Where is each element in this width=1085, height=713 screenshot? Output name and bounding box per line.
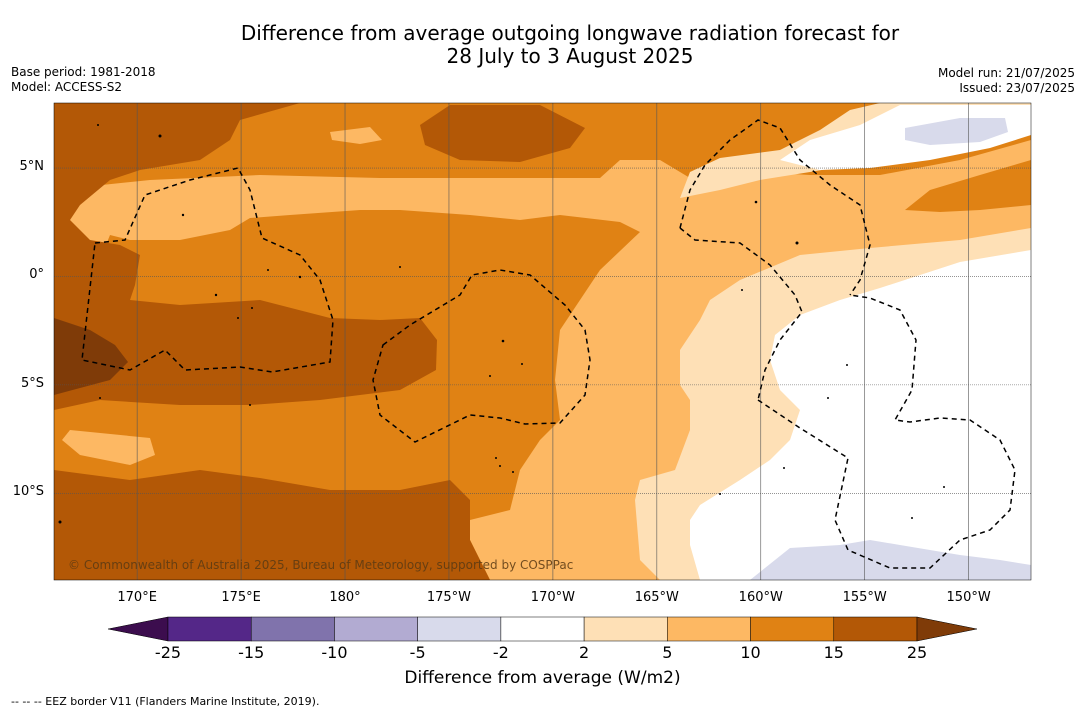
- gridlines: [54, 103, 1031, 580]
- field-15-25-northwest: [54, 103, 437, 410]
- eez-tokelau: [372, 269, 591, 443]
- lat-tick-label: 0°: [29, 267, 44, 283]
- colorbar-tick-label: -25: [154, 643, 182, 662]
- colorbar-segment: [833, 616, 918, 642]
- colorbar-tick-label: -5: [409, 643, 426, 662]
- model-run-date: Model run: 21/07/2025: [937, 66, 1075, 80]
- field-10-15: [54, 103, 1031, 580]
- eez-cook-islands: [757, 294, 1016, 569]
- field-5-10-blob-1: [330, 127, 382, 144]
- colorbar-over-arrow: [916, 616, 978, 642]
- lon-tick-label: 150°W: [946, 590, 991, 605]
- lon-tick-label: 175°W: [426, 590, 472, 605]
- lon-tick-label: 155°W: [842, 590, 887, 605]
- lon-tick-label: 160°W: [738, 590, 783, 605]
- colorbar-under-arrow: [107, 616, 169, 642]
- lon-tick-label: 175°E: [221, 590, 261, 605]
- lat-tick-label: 5°S: [20, 375, 44, 391]
- lon-tick-label: 170°E: [117, 590, 157, 605]
- colorbar-tick-label: 10: [740, 643, 761, 662]
- anomaly-fields: [54, 103, 1031, 580]
- model-info: Base period: 1981-2018 Model: ACCESS-S2: [11, 65, 156, 95]
- colorbar-tick-label: -2: [492, 643, 509, 662]
- title-line-1: Difference from average outgoing longwav…: [240, 21, 900, 45]
- colorbar-tick-label: 5: [662, 643, 673, 662]
- colorbar-tick-label: 15: [823, 643, 844, 662]
- eez-legend-note: -- -- -- EEZ border V11 (Flanders Marine…: [11, 695, 320, 708]
- field-15-25-north-center: [420, 105, 585, 162]
- colorbar-segment: [500, 616, 585, 642]
- colorbar-segment: [334, 616, 418, 642]
- field-10-15-east: [905, 160, 1031, 212]
- lat-tick-label: 10°S: [12, 484, 44, 500]
- lon-tick-label: 180°: [329, 590, 361, 605]
- copyright-notice: © Commonwealth of Australia 2025, Bureau…: [68, 558, 574, 572]
- issued-date: Issued: 23/07/2025: [959, 81, 1075, 95]
- field-near-zero: [690, 250, 1031, 580]
- run-info: Model run: 21/07/2025 Issued: 23/07/2025: [938, 66, 1075, 96]
- eez-borders: [81, 119, 1016, 569]
- colorbar-tick-label: -15: [238, 643, 265, 662]
- colorbar-segment: [667, 616, 751, 642]
- colorbar-segments: [107, 616, 978, 642]
- colorbar-title: Difference from average (W/m2): [404, 668, 681, 688]
- eez-kiribati-line: [679, 119, 871, 296]
- lon-tick-label: 170°W: [530, 590, 575, 605]
- eez-kiribati-line-west: [679, 227, 803, 401]
- lon-tick-label: 165°W: [634, 590, 679, 605]
- colorbar-segment: [250, 616, 335, 642]
- lat-tick-label: 5°N: [19, 159, 45, 175]
- colorbar-tick-label: 25: [906, 643, 928, 662]
- colorbar-segment: [167, 616, 252, 642]
- colorbar-tick-label: 2: [579, 643, 590, 662]
- field-neg-5-2-south: [750, 540, 1031, 580]
- field-neg-5-2-north: [905, 118, 1008, 145]
- colorbar-segment: [417, 616, 502, 642]
- model-name: Model: ACCESS-S2: [11, 80, 123, 94]
- field-15-25-south: [54, 470, 490, 580]
- map-frame: [53, 102, 1032, 581]
- base-period: Base period: 1981-2018: [11, 65, 156, 79]
- islands: [58, 124, 945, 524]
- colorbar-segment: [583, 616, 668, 642]
- eez-kiribati-gilberts: [81, 167, 334, 373]
- colorbar-tick-label: -10: [321, 643, 348, 662]
- field-5-10-blob-2: [62, 430, 155, 465]
- colorbar-segment: [750, 616, 835, 642]
- title-line-2: 28 July to 3 August 2025: [446, 44, 694, 68]
- field-over-25: [54, 318, 128, 395]
- map-title: Difference from average outgoing longwav…: [0, 22, 1085, 68]
